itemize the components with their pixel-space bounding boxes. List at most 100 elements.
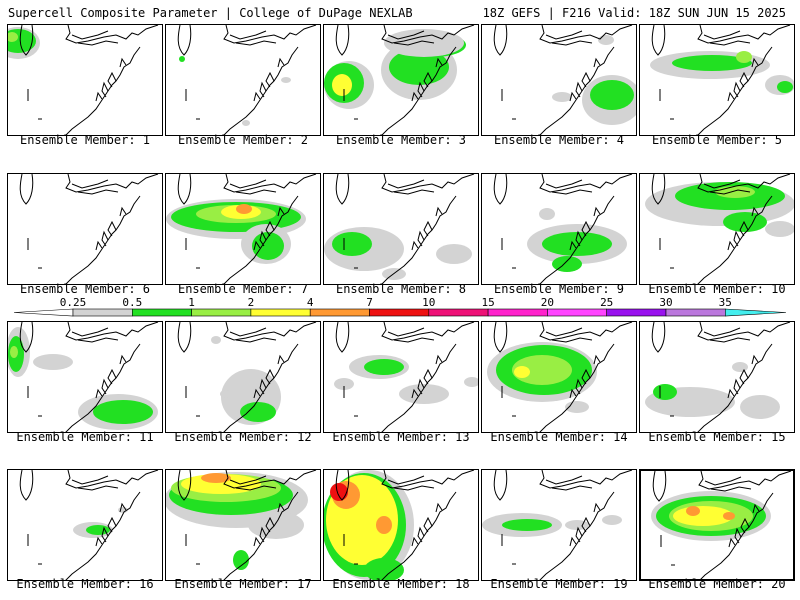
ensemble-panel-18[interactable] — [323, 469, 479, 581]
ensemble-panel-2[interactable] — [165, 24, 321, 136]
scp-contour-fill — [399, 384, 449, 404]
coastline-outline — [493, 25, 633, 135]
coastline-outline — [19, 322, 159, 432]
scp-map — [177, 25, 317, 135]
coastline-outline — [177, 470, 317, 580]
scp-map — [8, 322, 159, 432]
coastline-outline — [335, 174, 475, 284]
scp-contour-fill — [248, 511, 304, 539]
scp-contour-fill — [565, 520, 589, 530]
scp-contour-fill — [364, 359, 404, 375]
colorbar-swatch — [309, 308, 370, 317]
scp-contour-fill — [332, 74, 352, 96]
ensemble-panel-3[interactable] — [323, 24, 479, 136]
scp-map — [324, 470, 475, 580]
colorbar-swatch — [191, 308, 252, 317]
ensemble-panel-8[interactable] — [323, 173, 479, 285]
ensemble-member-label: Ensemble Member: 5 — [651, 133, 783, 147]
scp-map — [8, 25, 159, 135]
scp-map — [19, 174, 159, 284]
coastline-outline — [19, 470, 159, 580]
scp-contour-fill — [602, 515, 622, 525]
scp-contour-fill — [179, 56, 185, 62]
scp-contour-fill — [240, 402, 276, 422]
scp-contour-fill — [376, 516, 392, 534]
ensemble-panel-19[interactable] — [481, 469, 637, 581]
scp-contour-fill — [33, 354, 73, 370]
coastline-outline — [335, 322, 475, 432]
scp-contour-fill — [723, 212, 767, 232]
ensemble-member-label: Ensemble Member: 17 — [174, 577, 312, 591]
coastline-outline — [177, 25, 317, 135]
ensemble-panel-20[interactable] — [639, 469, 795, 581]
ensemble-member-label: Ensemble Member: 15 — [648, 430, 786, 444]
scp-contour-fill — [777, 81, 793, 93]
scp-contour-fill — [590, 80, 634, 110]
scp-contour-fill — [364, 558, 404, 580]
scp-contour-fill — [389, 49, 449, 85]
scp-contour-fill — [436, 244, 472, 264]
ensemble-member-label: Ensemble Member: 4 — [493, 133, 625, 147]
ensemble-panel-13[interactable] — [323, 321, 479, 433]
ensemble-panel-7[interactable] — [165, 173, 321, 285]
scp-map — [324, 25, 475, 135]
ensemble-panel-12[interactable] — [165, 321, 321, 433]
colorbar-tick-label: 25 — [600, 296, 613, 309]
scp-contour-fill — [334, 378, 354, 390]
scp-contour-fill — [740, 395, 780, 419]
colorbar-swatch — [72, 308, 133, 317]
ensemble-member-label: Ensemble Member: 18 — [332, 577, 470, 591]
colorbar-tick-label: 7 — [366, 296, 373, 309]
scp-map — [166, 470, 317, 580]
scp-contour-fill — [211, 336, 221, 344]
ensemble-member-label: Ensemble Member: 13 — [332, 430, 470, 444]
colorbar-tick-label: 15 — [481, 296, 494, 309]
coastline-outline — [652, 471, 792, 579]
scp-contour-fill — [552, 92, 572, 102]
ensemble-panel-17[interactable] — [165, 469, 321, 581]
run-valid-time: 18Z GEFS | F216 Valid: 18Z SUN JUN 15 20… — [482, 6, 786, 20]
scp-contour-fill — [514, 366, 530, 378]
coastline-outline — [177, 174, 317, 284]
colorbar-swatch — [369, 308, 430, 317]
ensemble-panel-15[interactable] — [639, 321, 795, 433]
scp-contour-fill — [236, 204, 252, 214]
scp-map — [166, 174, 317, 284]
scp-map — [650, 25, 794, 135]
ensemble-panel-6[interactable] — [7, 173, 163, 285]
ensemble-panel-5[interactable] — [639, 24, 795, 136]
scp-map — [493, 25, 636, 135]
scp-contour-fill — [201, 473, 231, 483]
ensemble-panel-10[interactable] — [639, 173, 795, 285]
colorbar-swatch — [250, 308, 311, 317]
scp-contour-fill — [332, 232, 372, 256]
coastline-outline — [651, 322, 791, 432]
scp-map — [334, 322, 478, 432]
ensemble-panel-14[interactable] — [481, 321, 637, 433]
scp-contour-fill — [220, 390, 232, 398]
scp-contour-fill — [765, 221, 794, 237]
ensemble-panel-9[interactable] — [481, 173, 637, 285]
scp-map — [19, 470, 159, 580]
colorbar-high-arrow — [724, 308, 787, 317]
colorbar-tick-label: 20 — [541, 296, 554, 309]
scp-contour-fill — [10, 346, 18, 358]
scp-map — [324, 174, 475, 284]
colorbar-swatch — [665, 308, 726, 317]
ensemble-member-label: Ensemble Member: 6 — [19, 282, 151, 296]
ensemble-member-label: Ensemble Member: 1 — [19, 133, 151, 147]
ensemble-panel-1[interactable] — [7, 24, 163, 136]
coastline-outline — [651, 174, 791, 284]
scp-map — [645, 322, 791, 432]
ensemble-member-label: Ensemble Member: 19 — [490, 577, 628, 591]
scp-contour-fill — [653, 384, 677, 400]
colorbar-tick-label: 30 — [659, 296, 672, 309]
ensemble-panel-16[interactable] — [7, 469, 163, 581]
ensemble-panel-4[interactable] — [481, 24, 637, 136]
scp-contour-fill — [8, 32, 18, 42]
ensemble-panel-11[interactable] — [7, 321, 163, 433]
coastline-outline — [335, 25, 475, 135]
ensemble-member-label: Ensemble Member: 14 — [490, 430, 628, 444]
ensemble-member-label: Ensemble Member: 11 — [16, 430, 154, 444]
scp-map — [177, 322, 317, 432]
